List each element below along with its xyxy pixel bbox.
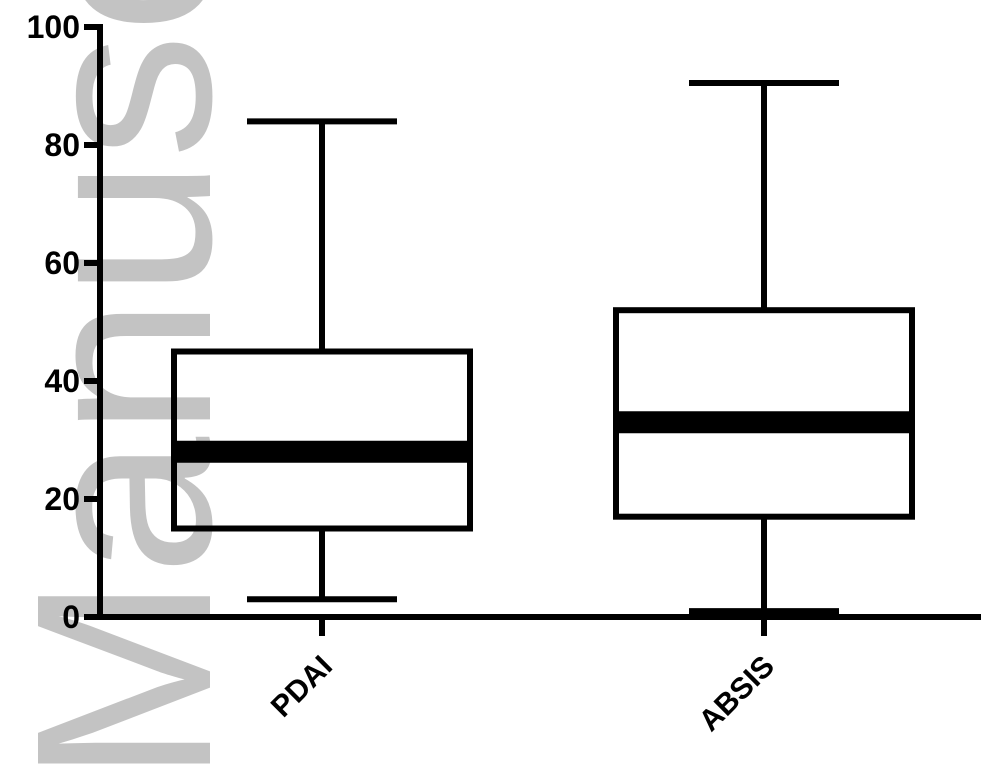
box-absis (613, 80, 915, 615)
watermark-text: Manuscript (0, 0, 263, 784)
y-tick-label: 40 (44, 363, 80, 399)
y-tick-label: 20 (44, 481, 80, 517)
x-ticks: PDAI ABSIS (265, 617, 781, 738)
y-tick-label: 0 (62, 599, 80, 635)
manuscript-watermark: Manuscript (0, 0, 263, 784)
axes (97, 24, 981, 620)
y-tick-label: 60 (44, 245, 80, 281)
y-tick-label: 100 (27, 9, 80, 45)
box-series (171, 80, 915, 615)
x-tick-label-pdai: PDAI (265, 650, 339, 724)
y-ticks: 0 20 40 60 80 100 (27, 9, 100, 635)
y-tick-label: 80 (44, 127, 80, 163)
x-tick-label-absis: ABSIS (693, 650, 781, 738)
box-pdai (171, 118, 473, 603)
interquartile-box (171, 348, 473, 532)
